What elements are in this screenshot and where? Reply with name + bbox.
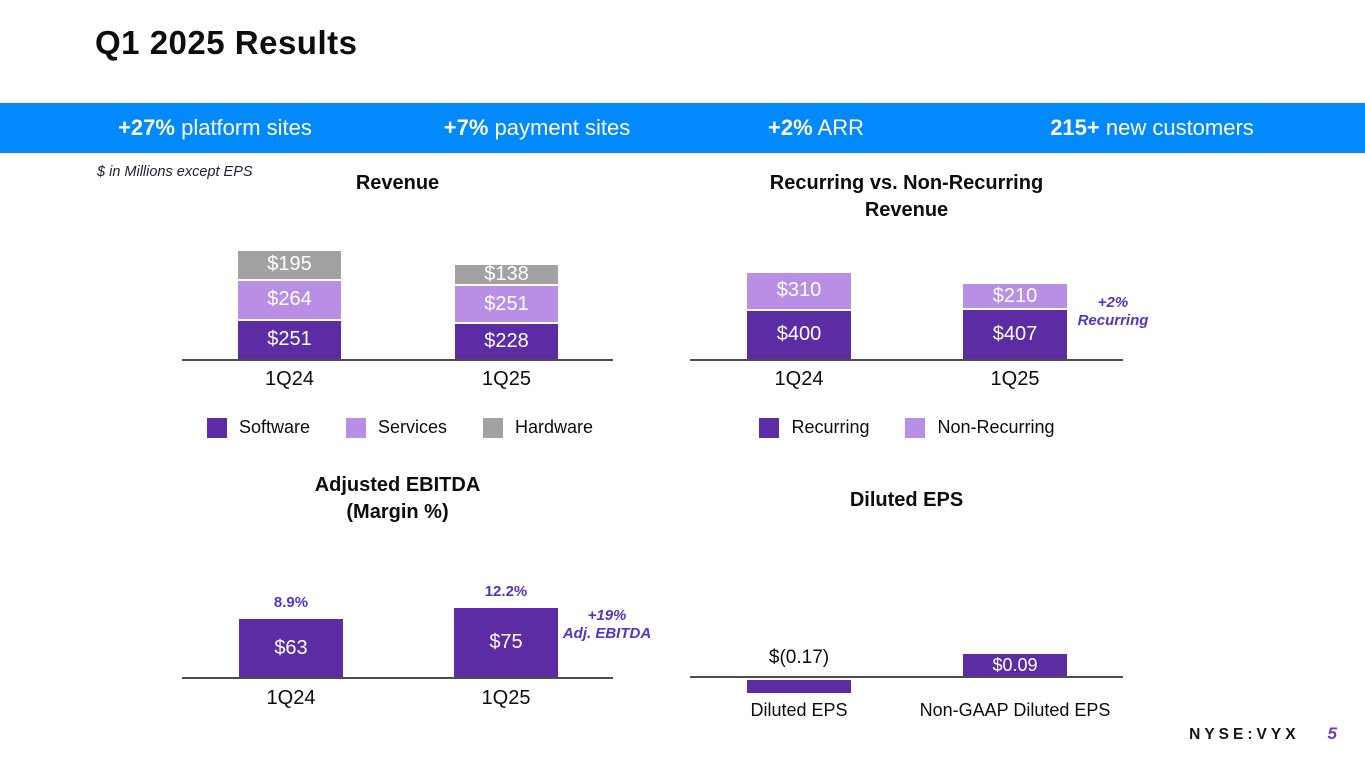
chart-annotation: +19% Adj. EBITDA	[555, 607, 659, 643]
legend-item-hardware: Hardware	[483, 417, 593, 438]
page-number: 5	[1327, 724, 1337, 743]
axis-category-label: 1Q25	[990, 368, 1040, 390]
bar-segment-software: $251	[238, 320, 341, 359]
x-axis-line	[182, 359, 613, 361]
margin-label: 12.2%	[484, 583, 528, 600]
banner-stat-new-customers: 215+ new customers	[1050, 115, 1254, 140]
bar-segment-services: $251	[455, 286, 558, 325]
legend-swatch	[759, 417, 780, 438]
legend-swatch	[206, 417, 227, 438]
bar-value-label: $251	[484, 292, 529, 315]
bar-value-label: $251	[267, 328, 312, 351]
legend-item-non-recurring: Non-Recurring	[905, 417, 1055, 438]
banner-stat-value: +27%	[118, 115, 175, 140]
chart-title-line: Diluted EPS	[849, 489, 964, 511]
bar-segment-recurring: $407	[963, 309, 1067, 359]
banner-stat-value: +7%	[443, 115, 489, 140]
chart-title: Adjusted EBITDA (Margin %)	[182, 472, 613, 526]
bar-1q25: $75	[454, 608, 558, 677]
chart-title: Recurring vs. Non-Recurring Revenue	[690, 170, 1123, 224]
legend-swatch	[483, 417, 504, 438]
legend-swatch	[905, 417, 926, 438]
bar-segment-non-recurring: $310	[747, 273, 851, 311]
bar-value-label: $310	[776, 279, 822, 302]
legend-swatch	[345, 417, 366, 438]
x-axis-line	[690, 676, 1123, 678]
x-axis-line	[690, 359, 1123, 361]
bar-segment-services: $264	[238, 280, 341, 321]
banner-stat-value: 215+	[1050, 115, 1100, 140]
chart-title-line: Adjusted EBITDA	[314, 474, 481, 496]
bar-non-gaap-diluted-eps: $0.09	[963, 654, 1067, 676]
bar-segment-software: $228	[455, 324, 558, 359]
bar-segment-recurring: $400	[747, 310, 851, 359]
axis-category-label: Non-GAAP Diluted EPS	[919, 700, 1111, 720]
margin-label: 8.9%	[273, 594, 309, 612]
bar-value-label: $400	[776, 323, 822, 346]
annotation-line: Recurring	[1077, 312, 1149, 329]
chart-title: Revenue	[182, 170, 613, 197]
axis-category-label: 1Q24	[265, 368, 314, 390]
annotation-line: +19%	[587, 607, 627, 624]
legend: Software Services Hardware	[100, 417, 700, 438]
chart-title-line: (Margin %)	[346, 501, 449, 523]
chart-title-line: Revenue	[864, 199, 949, 221]
bar-value-label: $(0.17)	[768, 647, 830, 668]
bar-value-label: $138	[484, 263, 529, 286]
banner-stat-arr: +2% ARR	[767, 115, 865, 140]
axis-category-label: Diluted EPS	[750, 700, 848, 720]
legend-item-software: Software	[206, 417, 310, 438]
ticker-label: NYSE:VYX	[1189, 726, 1300, 743]
chart-title: Diluted EPS	[690, 487, 1123, 514]
units-note: $ in Millions except EPS	[97, 164, 253, 180]
annotation-line: Adj. EBITDA	[562, 625, 652, 642]
axis-category-label: 1Q24	[774, 368, 824, 390]
bar-value-label: $75	[489, 631, 523, 653]
chart-title-line: Revenue	[355, 172, 440, 194]
legend-label: Non-Recurring	[937, 417, 1055, 437]
bar-value-label: $210	[992, 284, 1038, 307]
bar-segment-non-recurring: $210	[963, 284, 1067, 310]
chart-annotation: +2% Recurring	[1063, 294, 1163, 330]
bar-segment-hardware: $195	[238, 251, 341, 281]
page-title: Q1 2025 Results	[95, 24, 358, 61]
legend-label: Recurring	[791, 417, 870, 437]
axis-category-label: 1Q25	[481, 687, 531, 709]
legend: Recurring Non-Recurring	[607, 417, 1207, 438]
bar-segment-hardware: $138	[455, 263, 558, 287]
axis-category-label: 1Q25	[482, 368, 531, 390]
banner-stat-payment-sites: +7% payment sites	[443, 115, 631, 140]
chart-title-line: Recurring vs. Non-Recurring	[769, 172, 1044, 194]
banner-stat-platform-sites: +27% platform sites	[118, 115, 312, 140]
bar-value-label: $264	[267, 288, 312, 311]
legend-label: Services	[377, 417, 448, 437]
bar-1q24: $63	[239, 619, 343, 677]
legend-label: Software	[238, 417, 310, 437]
axis-category-label: 1Q24	[266, 687, 316, 709]
x-axis-line	[182, 677, 613, 679]
bar-value-label: $407	[992, 322, 1038, 345]
annotation-line: +2%	[1097, 294, 1129, 311]
legend-label: Hardware	[515, 417, 594, 437]
bar-value-label: $0.09	[992, 654, 1038, 675]
legend-item-services: Services	[345, 417, 448, 438]
bar-value-label: $228	[484, 330, 529, 353]
slide-footer: NYSE:VYX 5	[1189, 724, 1337, 744]
legend-item-recurring: Recurring	[759, 417, 869, 438]
banner-stat-value: +2%	[767, 115, 813, 140]
bar-value-label: $63	[274, 636, 308, 659]
bar-diluted-eps	[747, 680, 851, 693]
bar-value-label: $195	[267, 253, 312, 276]
highlights-banner: +27% platform sites +7% payment sites +2% …	[0, 103, 1365, 153]
